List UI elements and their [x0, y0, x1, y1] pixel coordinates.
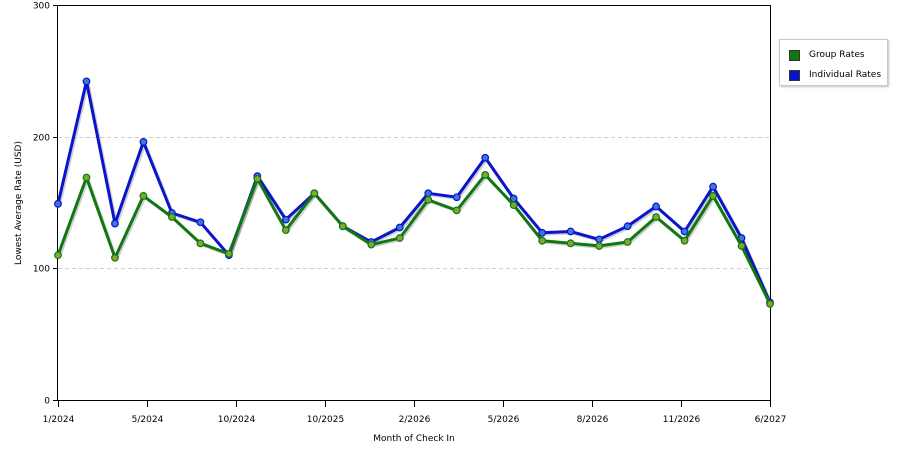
individual-rates-swatch [789, 69, 800, 81]
individual-rates-point [54, 199, 62, 208]
individual-rates-point [139, 138, 148, 146]
legend: Group Rates Individual Rates [779, 39, 888, 86]
group-rates-point [224, 249, 233, 258]
legend-label-individual-rates: Individual Rates [809, 70, 882, 80]
x-tick-label: 5/2024 [132, 415, 164, 425]
group-rates-point [623, 238, 632, 246]
individual-rates-point [566, 227, 575, 236]
group-rates-point [310, 189, 319, 198]
group-rates-point [196, 239, 205, 248]
legend-label-group-rates: Group Rates [809, 50, 865, 60]
individual-rates-point [452, 193, 461, 202]
individual-rates-point [709, 182, 717, 191]
x-tick-label: 1/2024 [43, 415, 75, 425]
individual-rates-point [680, 227, 689, 236]
group-rates-point [538, 236, 547, 245]
legend-item-individual-rates: Individual Rates [789, 68, 881, 82]
group-rates-point [652, 213, 660, 221]
individual-rates-point [481, 153, 490, 162]
individual-rates-point [82, 77, 91, 86]
group-rates-point [424, 195, 433, 204]
x-tick-label: 8/2026 [577, 415, 609, 425]
group-rates-point [281, 226, 290, 235]
plot-frame [57, 5, 771, 401]
x-tick-label: 11/2026 [663, 415, 701, 425]
individual-rates-point [595, 235, 604, 244]
group-rates-point [566, 239, 575, 248]
y-axis: 0 100 200 300 [33, 2, 58, 407]
series [54, 77, 774, 308]
group-rates-point [680, 236, 689, 245]
y-tick-label: 0 [44, 397, 50, 407]
individual-rates-point [196, 218, 205, 227]
grid-lines [58, 137, 770, 269]
individual-rates-point [623, 222, 632, 231]
group-rates-point [481, 170, 490, 179]
y-axis-title: Lowest Average Rate (USD) [14, 141, 24, 265]
group-rates-point [395, 234, 404, 242]
individual-rates-point [395, 223, 404, 232]
y-tick-label: 300 [33, 2, 50, 12]
group-rates-point [709, 192, 717, 200]
y-tick-label: 100 [33, 265, 50, 275]
x-tick-label: 10/2024 [218, 415, 256, 425]
group-rates-point [452, 206, 461, 215]
group-rates-point [338, 222, 347, 231]
individual-rates-point [538, 228, 547, 237]
group-rates-point [111, 253, 119, 262]
x-tick-label: 2/2026 [399, 415, 431, 425]
individual-rates-point [652, 202, 660, 211]
group-rates-point [509, 201, 518, 210]
individual-rates-point [424, 189, 433, 198]
x-tick-label: 5/2026 [488, 415, 520, 425]
individual-rates-line-shadow [58, 81, 773, 305]
group-rates-point [168, 213, 176, 221]
group-rates-point [82, 173, 91, 182]
group-rates-point [367, 240, 376, 249]
group-rates-point [595, 242, 604, 250]
group-rates-point [54, 251, 62, 260]
group-rates-point [737, 242, 746, 250]
group-rates-point [766, 299, 774, 308]
x-tick-label: 6/2027 [755, 415, 787, 425]
group-rates-swatch [789, 49, 800, 61]
x-axis-title: Month of Check In [373, 434, 455, 444]
group-rates-line [56, 173, 772, 305]
group-rates-point [253, 174, 262, 183]
individual-rates-line [56, 79, 772, 304]
individual-rates-point [281, 215, 290, 224]
legend-item-group-rates: Group Rates [789, 48, 865, 62]
x-axis: 1/2024 5/2024 10/2024 10/2025 2/2026 5/2026 8/… [43, 400, 787, 425]
group-rates-point [139, 192, 148, 200]
individual-rates-point [111, 219, 119, 228]
x-tick-label: 10/2025 [307, 415, 344, 425]
y-tick-label: 200 [33, 134, 50, 144]
